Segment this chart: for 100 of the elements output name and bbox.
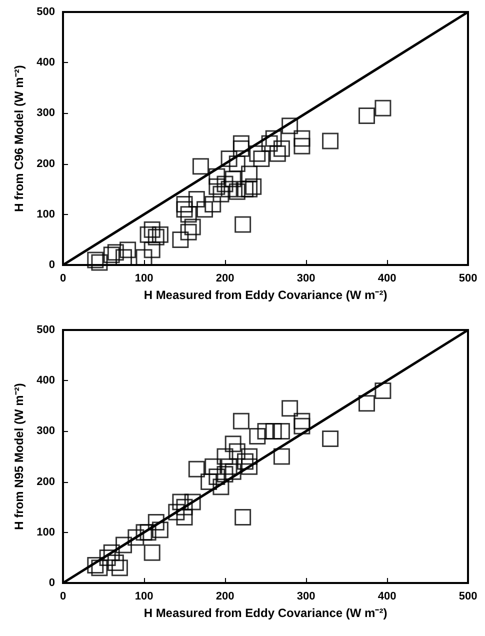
point [224, 463, 242, 480]
point [204, 458, 222, 475]
point [234, 508, 252, 526]
point [234, 216, 252, 233]
y-tick-label: 500 [36, 324, 55, 336]
point [322, 430, 339, 448]
point [103, 544, 120, 561]
point [180, 206, 197, 223]
point [241, 458, 258, 475]
y-axis-title: H from N95 Model (W m⁻²) [12, 383, 26, 530]
point [358, 395, 375, 412]
point [176, 201, 193, 218]
x-tick-label: 200 [216, 590, 234, 602]
point [107, 554, 124, 572]
point [245, 178, 262, 195]
point [120, 242, 136, 258]
point [188, 460, 205, 478]
point [216, 176, 234, 192]
point [212, 478, 230, 496]
y-tick-label: 0 [48, 577, 55, 589]
y-tick-label: 400 [36, 374, 55, 387]
point [91, 560, 108, 576]
x-tick-label: 500 [458, 272, 478, 284]
y-tick-label: 500 [36, 6, 55, 18]
x-tick-label: 0 [60, 590, 66, 602]
point [200, 474, 218, 490]
point [87, 252, 104, 268]
point [116, 536, 132, 554]
y-tick-label: 200 [36, 476, 55, 488]
x-tick-label: 100 [134, 590, 154, 602]
point [184, 218, 201, 236]
point [261, 135, 278, 152]
point [265, 130, 282, 147]
x-tick-label: 300 [296, 272, 316, 284]
point [204, 196, 222, 213]
point [144, 221, 160, 238]
point [196, 201, 213, 218]
point [208, 168, 226, 185]
point [224, 170, 242, 188]
point [140, 226, 156, 243]
x-tick-label: 500 [458, 590, 478, 602]
point [99, 549, 116, 566]
point [282, 400, 298, 417]
point [192, 158, 209, 175]
point [172, 494, 189, 510]
point [184, 494, 201, 510]
point [294, 138, 310, 154]
point [188, 190, 205, 208]
point [176, 196, 193, 213]
point [374, 100, 392, 116]
point [265, 422, 282, 440]
point [232, 412, 250, 430]
point [249, 428, 266, 445]
point [216, 448, 234, 465]
point [273, 140, 290, 157]
x-tick-label: 0 [60, 272, 66, 284]
x-tick-label: 300 [296, 590, 316, 602]
point [294, 412, 310, 430]
point [148, 514, 164, 531]
point [282, 118, 298, 134]
point [374, 382, 392, 399]
point [208, 468, 226, 485]
x-axis-title: H Measured from Eddy Covariance (W m⁻²) [144, 288, 388, 302]
point [220, 458, 238, 475]
point [228, 183, 246, 200]
point [241, 180, 258, 198]
point [172, 231, 189, 248]
point [136, 524, 152, 541]
point [232, 135, 250, 152]
point [212, 186, 230, 202]
point [128, 529, 144, 546]
point [273, 422, 290, 440]
point [220, 180, 238, 198]
point [144, 242, 160, 258]
point [208, 178, 226, 195]
point [237, 453, 254, 470]
point [144, 544, 160, 561]
x-tick-label: 200 [216, 272, 234, 284]
point [148, 228, 164, 246]
point [152, 226, 168, 243]
x-axis-title: H Measured from Eddy Covariance (W m⁻²) [144, 606, 388, 620]
point [237, 180, 254, 198]
point [87, 557, 104, 574]
point [228, 443, 246, 460]
point [176, 508, 193, 526]
y-tick-label: 300 [36, 107, 55, 120]
x-tick-label: 100 [134, 272, 154, 284]
point [228, 156, 246, 172]
point [176, 498, 193, 516]
y-tick-label: 200 [36, 158, 55, 170]
point [224, 436, 242, 452]
point [241, 166, 258, 182]
point [273, 448, 290, 465]
point [294, 418, 310, 434]
point [253, 150, 270, 167]
point [116, 249, 132, 266]
y-tick-label: 400 [36, 56, 55, 69]
point [257, 422, 274, 440]
point [91, 254, 108, 271]
point [180, 224, 197, 240]
